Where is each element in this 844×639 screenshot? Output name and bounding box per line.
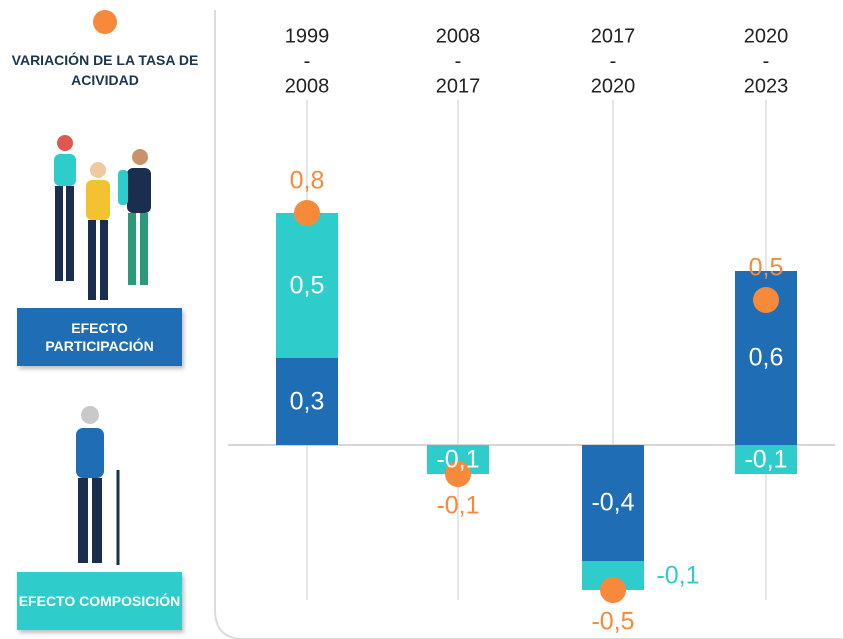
person-body xyxy=(76,428,104,478)
x-tick-label: 2008 - 2017 xyxy=(436,25,481,100)
legend-label: EFECTO COMPOSICIÓN xyxy=(19,592,181,610)
person-leg xyxy=(100,220,108,300)
value-label: -0,1 xyxy=(744,447,787,472)
legend-label: EFECTO PARTICIPACIÓN xyxy=(17,319,182,355)
person-head xyxy=(81,406,99,424)
value-label: 0,6 xyxy=(749,346,784,371)
value-label: -0,1 xyxy=(656,563,699,588)
person-leg xyxy=(78,478,88,563)
legend-box: EFECTO COMPOSICIÓN xyxy=(17,572,182,630)
total-dot xyxy=(600,577,626,603)
person-leg xyxy=(66,186,74,281)
total-label: 0,8 xyxy=(290,169,325,194)
person-head xyxy=(90,162,106,178)
x-tick-label: 2017 - 2020 xyxy=(591,25,636,100)
person-leg xyxy=(55,186,63,281)
total-label: -0,5 xyxy=(591,610,634,635)
page: {"chart_data": {"type": "stacked-bar", "… xyxy=(0,0,844,639)
person-body xyxy=(54,154,76,186)
value-label: -0,4 xyxy=(591,491,634,516)
legend-dot xyxy=(93,10,117,34)
person-leg xyxy=(128,213,136,285)
value-label: 0,5 xyxy=(290,273,325,298)
person-head xyxy=(132,149,148,165)
total-dot xyxy=(753,287,779,313)
value-label: -0,1 xyxy=(436,447,479,472)
x-tick-label: 2020 - 2023 xyxy=(744,25,789,100)
person-body xyxy=(86,180,110,220)
person-head xyxy=(57,135,73,151)
backpack xyxy=(118,170,128,205)
total-label: -0,1 xyxy=(436,494,479,519)
legend-box: EFECTO PARTICIPACIÓN xyxy=(17,308,182,366)
total-label: 0,5 xyxy=(749,256,784,281)
total-dot xyxy=(294,200,320,226)
person-leg xyxy=(88,220,96,300)
person-leg xyxy=(92,478,102,563)
person-body xyxy=(127,168,151,213)
value-label: 0,3 xyxy=(290,389,325,414)
x-tick-label: 1999 - 2008 xyxy=(285,25,330,100)
person-leg xyxy=(140,213,148,285)
legend-label: VARIACIÓN DE LA TASA DE ACIVIDAD xyxy=(5,50,205,90)
